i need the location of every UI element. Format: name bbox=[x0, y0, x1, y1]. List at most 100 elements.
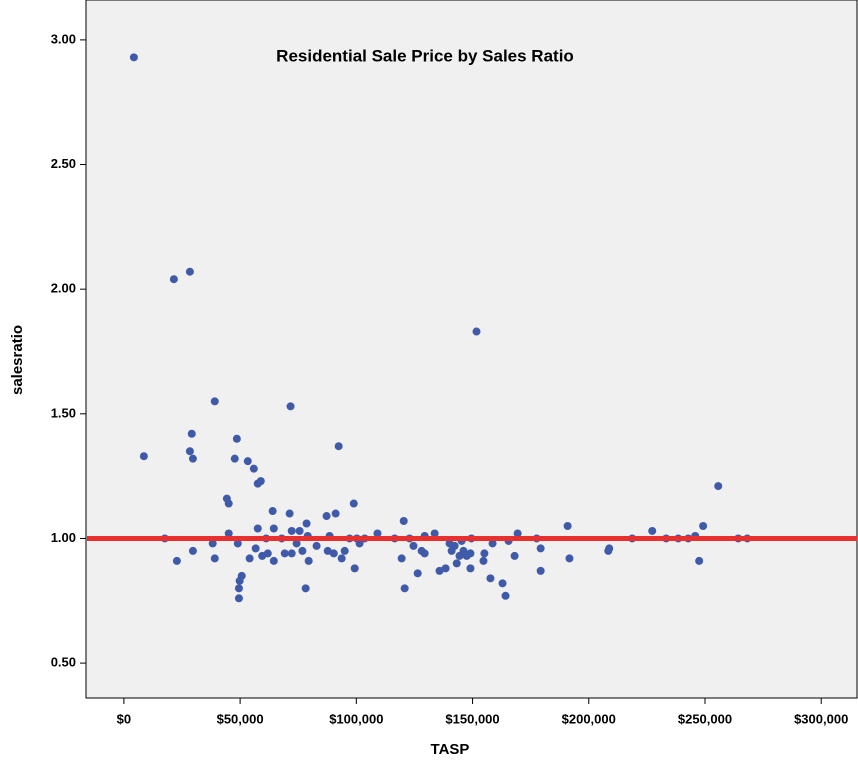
point bbox=[269, 524, 278, 533]
point bbox=[188, 546, 197, 555]
point bbox=[648, 526, 657, 535]
point bbox=[536, 544, 545, 553]
point bbox=[488, 539, 497, 548]
point bbox=[169, 275, 178, 284]
point bbox=[187, 429, 196, 438]
point bbox=[249, 464, 258, 473]
x-axis-title: TASP bbox=[431, 741, 470, 758]
point bbox=[243, 457, 252, 466]
point bbox=[714, 482, 723, 491]
y-tick-label: 3.00 bbox=[51, 31, 76, 46]
point bbox=[287, 549, 296, 558]
point bbox=[285, 509, 294, 518]
point bbox=[292, 539, 301, 548]
point bbox=[256, 477, 265, 486]
point bbox=[237, 571, 246, 580]
point bbox=[350, 564, 359, 573]
point bbox=[232, 434, 241, 443]
point bbox=[298, 546, 307, 555]
point bbox=[286, 402, 295, 411]
point bbox=[605, 544, 614, 553]
point bbox=[435, 566, 444, 575]
x-tick-label: $300,000 bbox=[794, 711, 848, 726]
point bbox=[466, 564, 475, 573]
point bbox=[479, 556, 488, 565]
point bbox=[536, 566, 545, 575]
point bbox=[268, 507, 277, 516]
point bbox=[185, 267, 194, 276]
point bbox=[188, 454, 197, 463]
point bbox=[185, 447, 194, 456]
point bbox=[323, 546, 332, 555]
y-tick-label: 1.00 bbox=[51, 530, 76, 545]
point bbox=[208, 539, 217, 548]
y-axis-title: salesratio bbox=[9, 325, 26, 395]
point bbox=[466, 549, 475, 558]
x-tick-label: $100,000 bbox=[329, 711, 383, 726]
point bbox=[234, 584, 243, 593]
x-tick-label: $150,000 bbox=[445, 711, 499, 726]
point bbox=[373, 529, 382, 538]
point bbox=[230, 454, 239, 463]
point bbox=[695, 556, 704, 565]
point bbox=[486, 574, 495, 583]
chart-title: Residential Sale Price by Sales Ratio bbox=[276, 46, 574, 65]
point bbox=[301, 584, 310, 593]
point bbox=[450, 541, 459, 550]
point bbox=[245, 554, 254, 563]
point bbox=[430, 529, 439, 538]
point bbox=[269, 556, 278, 565]
y-tick-label: 2.00 bbox=[51, 281, 76, 296]
point bbox=[397, 554, 406, 563]
point bbox=[565, 554, 574, 563]
x-tick-label: $50,000 bbox=[217, 711, 264, 726]
point bbox=[253, 524, 262, 533]
point bbox=[224, 529, 233, 538]
point bbox=[312, 541, 321, 550]
point bbox=[513, 529, 522, 538]
point bbox=[510, 551, 519, 560]
point bbox=[331, 509, 340, 518]
point bbox=[251, 544, 260, 553]
point bbox=[452, 559, 461, 568]
point bbox=[224, 499, 233, 508]
point bbox=[420, 549, 429, 558]
point bbox=[441, 564, 450, 573]
plot-area bbox=[85, 0, 858, 699]
point bbox=[340, 546, 349, 555]
point bbox=[210, 554, 219, 563]
x-tick-label: $0 bbox=[117, 711, 131, 726]
point bbox=[563, 521, 572, 530]
point bbox=[329, 549, 338, 558]
point bbox=[334, 442, 343, 451]
point bbox=[287, 526, 296, 535]
point bbox=[699, 521, 708, 530]
point bbox=[413, 569, 422, 578]
point bbox=[280, 549, 289, 558]
point bbox=[304, 556, 313, 565]
point bbox=[472, 327, 481, 336]
point bbox=[501, 591, 510, 600]
point bbox=[498, 579, 507, 588]
point bbox=[399, 517, 408, 526]
point bbox=[233, 539, 242, 548]
y-tick-label: 0.50 bbox=[51, 655, 76, 670]
point bbox=[302, 519, 311, 528]
point bbox=[210, 397, 219, 406]
point bbox=[139, 452, 148, 461]
point bbox=[263, 549, 272, 558]
point bbox=[409, 541, 418, 550]
point bbox=[400, 584, 409, 593]
point bbox=[295, 526, 304, 535]
point bbox=[322, 512, 331, 521]
x-tick-label: $200,000 bbox=[562, 711, 616, 726]
point bbox=[129, 53, 138, 62]
point bbox=[234, 594, 243, 603]
point bbox=[349, 499, 358, 508]
point bbox=[480, 549, 489, 558]
y-tick-label: 2.50 bbox=[51, 156, 76, 171]
point bbox=[355, 539, 364, 548]
point bbox=[172, 556, 181, 565]
y-tick-label: 1.50 bbox=[51, 405, 76, 420]
